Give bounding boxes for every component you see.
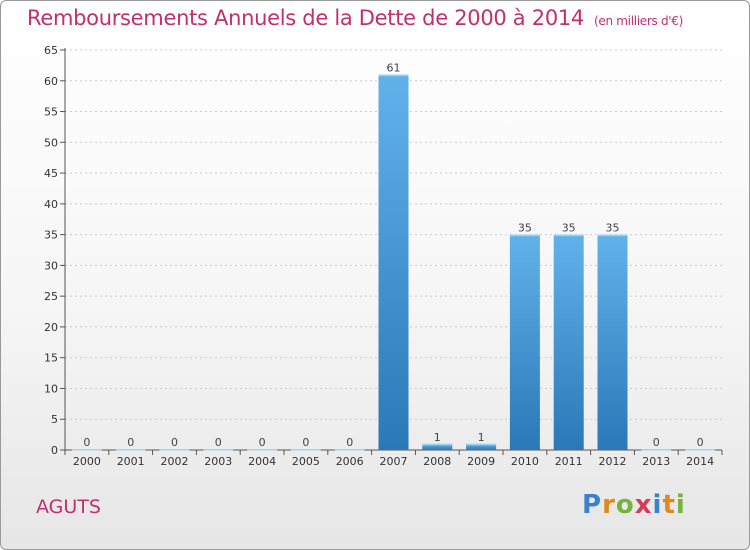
y-tick-label: 45	[44, 167, 58, 180]
bars	[71, 74, 716, 451]
data-label: 0	[259, 436, 266, 449]
bar	[597, 234, 628, 450]
x-tick-label: 2011	[555, 455, 583, 468]
data-label: 0	[346, 436, 353, 449]
y-tick-label: 5	[51, 413, 58, 426]
data-label: 0	[215, 436, 222, 449]
data-label: 0	[127, 436, 134, 449]
bar	[466, 443, 497, 450]
chart-title-text: Remboursements Annuels de la Dette de 20…	[27, 6, 584, 30]
y-tick-label: 0	[51, 444, 58, 457]
x-tick-label: 2003	[204, 455, 232, 468]
y-tick-label: 60	[44, 75, 58, 88]
bar-highlight	[509, 234, 540, 237]
bar-highlight	[553, 234, 584, 237]
bar	[422, 443, 453, 450]
x-tick-label: 2004	[248, 455, 276, 468]
data-label: 35	[562, 222, 576, 235]
data-label: 35	[606, 222, 620, 235]
bar-highlight	[115, 449, 146, 451]
data-label: 1	[434, 431, 441, 444]
y-tick-label: 50	[44, 136, 58, 149]
data-label: 35	[518, 222, 532, 235]
y-tick-label: 15	[44, 352, 58, 365]
x-tick-label: 2014	[686, 455, 714, 468]
x-tick-label: 2008	[423, 455, 451, 468]
chart-unit: (en milliers d'€)	[594, 14, 684, 28]
data-label: 0	[302, 436, 309, 449]
x-tick-label: 2005	[292, 455, 320, 468]
bar-highlight	[334, 449, 365, 451]
bar-highlight	[597, 234, 628, 237]
proxiti-logo: Proxiti	[582, 490, 686, 520]
x-tick-label: 2001	[117, 455, 145, 468]
x-tick-label: 2012	[599, 455, 627, 468]
data-label: 0	[653, 436, 660, 449]
y-tick-label: 30	[44, 259, 58, 272]
y-tick-label: 40	[44, 198, 58, 211]
data-label: 0	[171, 436, 178, 449]
x-tick-label: 2013	[642, 455, 670, 468]
x-tick-label: 2009	[467, 455, 495, 468]
bar-highlight	[71, 449, 102, 451]
data-label: 61	[387, 62, 401, 75]
y-tick-label: 35	[44, 229, 58, 242]
y-tick-label: 20	[44, 321, 58, 334]
bar-highlight	[378, 74, 409, 77]
data-label: 0	[83, 436, 90, 449]
bar-highlight	[290, 449, 321, 451]
x-tick-label: 2002	[161, 455, 189, 468]
bar-highlight	[685, 449, 716, 451]
y-tick-label: 25	[44, 290, 58, 303]
bar-highlight	[641, 449, 672, 451]
y-tick-label: 65	[44, 44, 58, 57]
data-label: 0	[697, 436, 704, 449]
y-tick-label: 55	[44, 106, 58, 119]
y-tick-label: 10	[44, 382, 58, 395]
bar-highlight	[247, 449, 278, 451]
bar	[509, 234, 540, 450]
x-tick-label: 2010	[511, 455, 539, 468]
bar-highlight	[422, 443, 453, 446]
bar-highlight	[159, 449, 190, 451]
x-tick-label: 2007	[380, 455, 408, 468]
bar-highlight	[203, 449, 234, 451]
x-tick-label: 2006	[336, 455, 364, 468]
bar-highlight	[466, 443, 497, 446]
chart-title: Remboursements Annuels de la Dette de 20…	[27, 6, 683, 30]
bar	[553, 234, 584, 450]
bar	[378, 74, 409, 450]
labels: 0510152025303540455055606520000200102002…	[44, 44, 714, 468]
place-name: AGUTS	[36, 496, 101, 518]
data-label: 1	[478, 431, 485, 444]
x-tick-label: 2000	[73, 455, 101, 468]
